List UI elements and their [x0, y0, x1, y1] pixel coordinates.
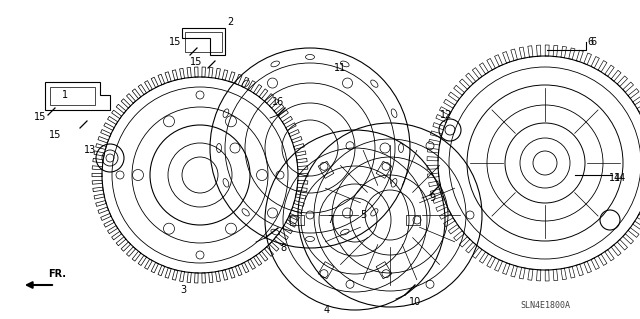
Text: 6: 6 — [590, 37, 596, 47]
Text: 14: 14 — [609, 173, 621, 183]
Text: 12: 12 — [440, 110, 452, 120]
Text: 14: 14 — [614, 173, 627, 183]
Text: SLN4E1800A: SLN4E1800A — [520, 300, 570, 309]
Text: 3: 3 — [180, 285, 186, 295]
Text: 2: 2 — [227, 17, 233, 27]
Text: 15: 15 — [190, 57, 202, 67]
Text: 6: 6 — [587, 37, 593, 47]
Text: 9: 9 — [429, 193, 435, 203]
Bar — [318, 262, 334, 279]
Text: 1: 1 — [62, 90, 68, 100]
Text: 8: 8 — [280, 243, 286, 253]
Text: 5: 5 — [360, 210, 366, 220]
Text: 13: 13 — [84, 145, 96, 155]
Text: FR.: FR. — [48, 269, 66, 279]
Text: 7: 7 — [327, 215, 333, 225]
Bar — [406, 215, 420, 225]
Text: 15: 15 — [34, 112, 46, 122]
Text: 11: 11 — [334, 63, 346, 73]
Text: 15: 15 — [169, 37, 181, 47]
Text: 16: 16 — [272, 97, 284, 107]
Bar — [376, 161, 392, 178]
Bar — [290, 215, 304, 225]
Bar — [318, 161, 334, 178]
Bar — [376, 262, 392, 279]
Text: 4: 4 — [324, 305, 330, 315]
Text: 10: 10 — [409, 297, 421, 307]
Text: 15: 15 — [49, 130, 61, 140]
